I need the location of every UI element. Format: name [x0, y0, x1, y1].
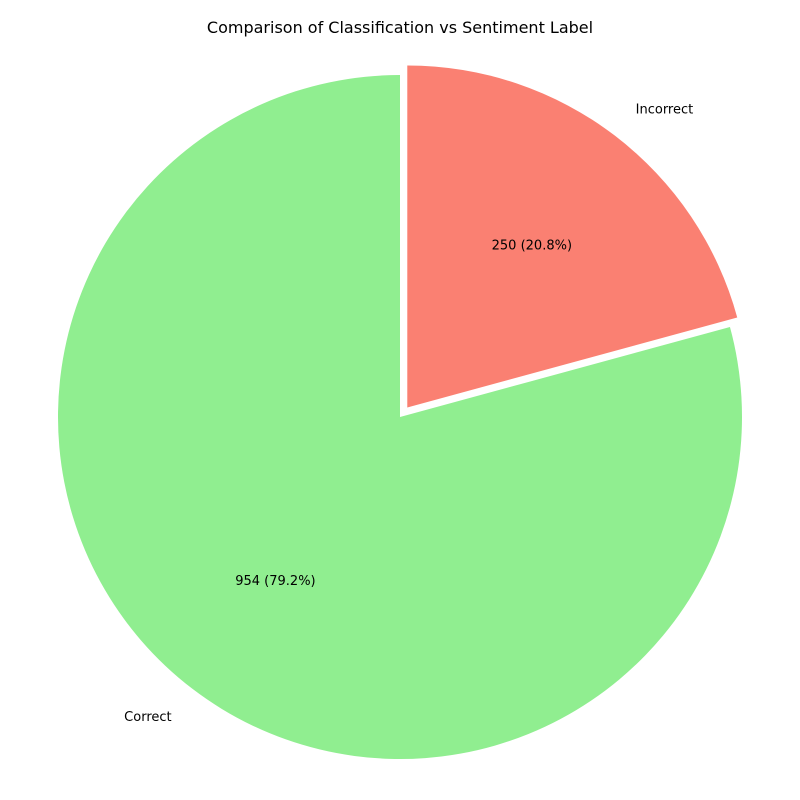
chart-title: Comparison of Classification vs Sentimen… [207, 18, 593, 37]
slice-label-incorrect: Incorrect [636, 103, 694, 118]
pie-slices [58, 65, 742, 759]
pie-slice-incorrect [407, 65, 738, 408]
slice-value-correct: 954 (79.2%) [235, 574, 315, 589]
pie-labels: Correct 954 (79.2%) Incorrect 250 (20.8%) [124, 103, 693, 725]
slice-value-incorrect: 250 (20.8%) [492, 238, 572, 253]
pie-slice-correct [58, 75, 742, 759]
slice-label-correct: Correct [124, 710, 171, 725]
